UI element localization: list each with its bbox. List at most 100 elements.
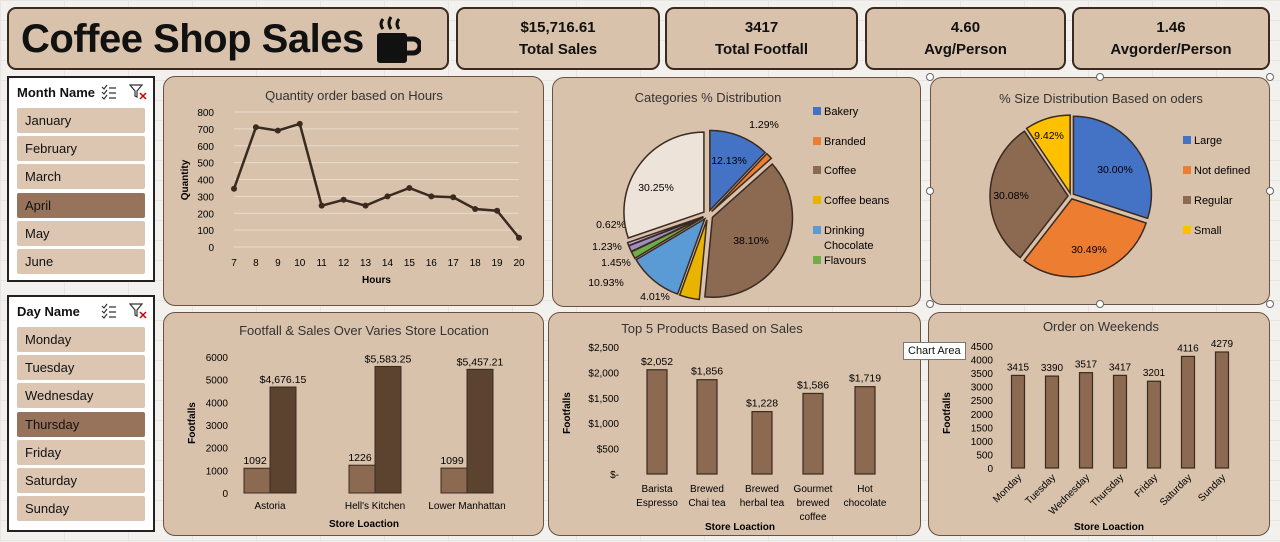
bar-data-label: 3415 (1007, 362, 1030, 373)
y-axis-label: Quantity (180, 159, 191, 200)
day-slicer[interactable]: Day Name Monday Tuesday Wednesday Thursday F… (7, 295, 155, 532)
data-point (428, 193, 435, 200)
slicer-item-april[interactable]: April (17, 192, 145, 218)
x-tick-label: 15 (404, 258, 416, 269)
slicer-item-thursday[interactable]: Thursday (17, 411, 145, 437)
y-tick-label: 200 (197, 209, 214, 220)
bar-data-label: $1,719 (849, 373, 881, 385)
x-tick-label: Tuesday (1023, 472, 1058, 507)
multi-select-icon[interactable] (101, 84, 117, 100)
hours-line-chart-panel[interactable]: Quantity order based on Hours 0 100 200 300 4… (163, 76, 544, 306)
clear-filter-icon[interactable] (129, 303, 147, 319)
resize-handle[interactable] (1096, 300, 1104, 308)
y-tick-label: 500 (976, 450, 993, 461)
kpi-avg-person: 4.60 Avg/Person (865, 7, 1066, 70)
coffee-cup-icon (377, 16, 421, 63)
resize-handle[interactable] (1266, 73, 1274, 81)
slice-label: 30.25% (638, 182, 674, 194)
x-tick-label: 12 (338, 258, 350, 269)
bar (1112, 374, 1128, 469)
x-tick-label: Astoria (254, 501, 286, 512)
kpi-avgorder-person: 1.46 Avgorder/Person (1072, 7, 1270, 70)
data-point (516, 234, 522, 241)
slice-label: 30.49% (1071, 244, 1107, 256)
y-tick-label: 2500 (971, 396, 994, 407)
pie-slice (1072, 115, 1153, 220)
x-tick-label: herbal tea (740, 498, 785, 509)
slice-label: 4.01% (640, 291, 670, 303)
resize-handle[interactable] (1266, 300, 1274, 308)
bar (1214, 351, 1230, 469)
multi-select-icon[interactable] (101, 303, 117, 319)
x-tick-label: Saturday (1158, 472, 1194, 508)
bar (1010, 374, 1026, 469)
clear-filter-icon[interactable] (129, 84, 147, 100)
resize-handle[interactable] (1096, 73, 1104, 81)
x-tick-label: coffee (799, 512, 826, 523)
x-tick-label: 20 (513, 258, 525, 269)
slicer-item-january[interactable]: January (17, 108, 145, 133)
y-tick-label: $500 (597, 445, 620, 456)
x-tick-label: Lower Manhattan (428, 501, 505, 512)
slicer-item-sunday[interactable]: Sunday (17, 496, 145, 522)
size-pie-chart: % Size Distribution Based on oders 30.00%… (989, 91, 1250, 278)
legend-label: Coffee (824, 165, 856, 177)
resize-handle[interactable] (1266, 187, 1274, 195)
x-tick-label: Thursday (1089, 472, 1126, 509)
dashboard-title: Coffee Shop Sales (21, 17, 364, 61)
bar-data-label: 3201 (1143, 368, 1166, 379)
x-tick-label: Monday (991, 472, 1024, 505)
y-tick-label: 4000 (971, 356, 994, 367)
slicer-item-february[interactable]: February (17, 136, 145, 162)
y-axis-label: Footfalls (187, 402, 198, 444)
bar (1044, 375, 1060, 469)
data-point (406, 184, 413, 191)
slicer-header: Month Name (15, 82, 147, 104)
y-tick-label: 2000 (971, 410, 994, 421)
resize-handle[interactable] (926, 73, 934, 81)
top-products-bar-chart-panel[interactable]: Top 5 Products Based on Sales $- $500 $1,00… (548, 312, 921, 536)
x-tick-label: 9 (275, 258, 281, 269)
bar-data-label: $5,457.21 (457, 356, 504, 368)
kpi-label: Avg/Person (924, 40, 1007, 58)
y-tick-label: 0 (208, 243, 214, 254)
x-tick-label: Hell's Kitchen (345, 501, 405, 512)
bar-data-label: 4116 (1177, 343, 1199, 354)
data-point (494, 207, 501, 214)
y-tick-label: $1,000 (588, 419, 619, 430)
x-tick-label: 16 (426, 258, 438, 269)
bar (374, 365, 402, 494)
slicer-item-may[interactable]: May (17, 220, 145, 246)
hours-line-chart: Quantity order based on Hours 0 100 200 300 4… (180, 88, 525, 286)
weekend-orders-bar-chart-panel[interactable]: Order on Weekends 0 500 1000 1500 2000 2500 300… (928, 312, 1270, 536)
kpi-value: $15,716.61 (520, 18, 596, 36)
legend-label: Chocolate (824, 240, 874, 252)
month-slicer[interactable]: Month Name January February March April May J… (7, 76, 155, 282)
categories-pie-chart: Categories % Distribution 12.13% 1.29% 38.1… (588, 90, 890, 303)
y-tick-label: 400 (197, 176, 214, 187)
store-location-bar-chart-panel[interactable]: Footfall & Sales Over Varies Store Locat… (163, 312, 544, 536)
resize-handle[interactable] (926, 300, 934, 308)
slicer-item-june[interactable]: June (17, 248, 145, 274)
legend-label: Drinking (824, 225, 864, 237)
bar-data-label: 4279 (1211, 339, 1234, 350)
chart-title: % Size Distribution Based on oders (999, 91, 1203, 106)
slicer-item-tuesday[interactable]: Tuesday (17, 355, 145, 381)
slicer-item-saturday[interactable]: Saturday (17, 467, 145, 493)
slice-label: 38.10% (733, 235, 769, 247)
resize-handle[interactable] (926, 187, 934, 195)
bar (751, 411, 773, 475)
kpi-total-footfall: 3417 Total Footfall (665, 7, 858, 70)
slicer-item-march[interactable]: March (17, 164, 145, 190)
slicer-item-wednesday[interactable]: Wednesday (17, 383, 145, 409)
legend-swatch (1183, 136, 1191, 144)
data-point (231, 185, 237, 192)
slicer-item-friday[interactable]: Friday (17, 439, 145, 465)
y-axis-label: Footfalls (942, 392, 953, 434)
slicer-item-monday[interactable]: Monday (17, 327, 145, 352)
chart-title: Footfall & Sales Over Varies Store Locat… (239, 323, 489, 338)
bar-data-label: $1,586 (797, 379, 829, 391)
legend-label: Bakery (824, 106, 859, 118)
size-pie-chart-panel[interactable]: % Size Distribution Based on oders 30.00%… (930, 77, 1270, 305)
categories-pie-chart-panel[interactable]: Categories % Distribution 12.13% 1.29% 38.1… (552, 77, 921, 307)
